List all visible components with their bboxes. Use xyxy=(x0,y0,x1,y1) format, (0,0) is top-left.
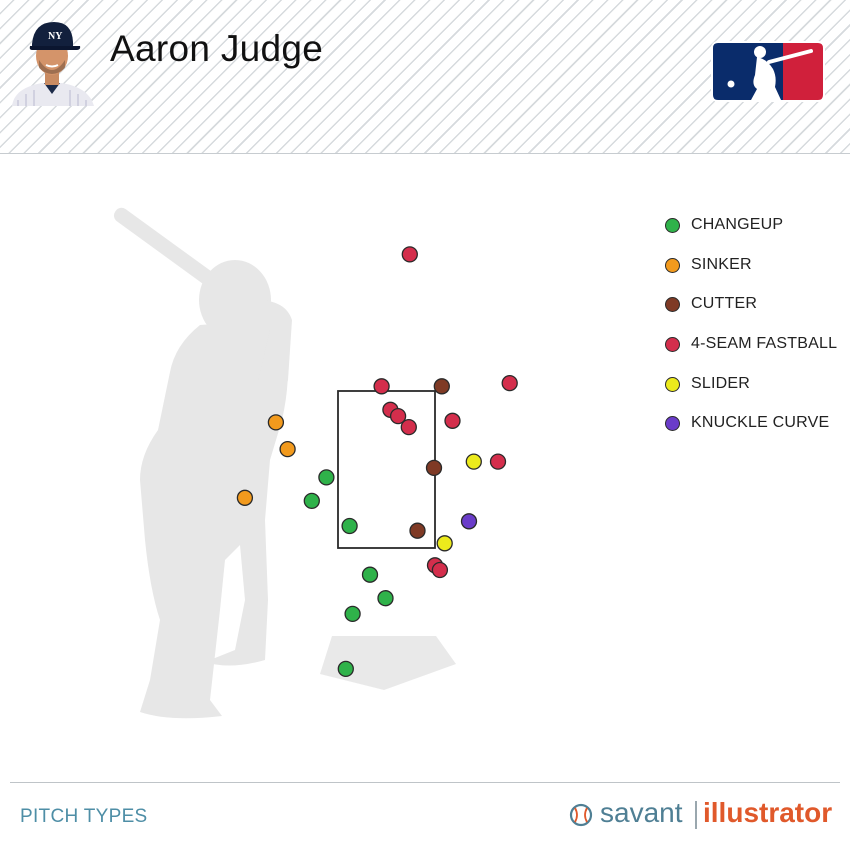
pitch-point xyxy=(267,414,285,431)
savant-illustrator-brand: savant illustrator xyxy=(566,795,842,833)
brand-illustrator: illustrator xyxy=(703,797,833,828)
footer-label: PITCH TYPES xyxy=(20,806,148,827)
pitch-point xyxy=(436,535,453,552)
pitch-point xyxy=(341,517,358,535)
pitch-point xyxy=(318,469,335,486)
pitch-point xyxy=(431,561,449,579)
pitch-point xyxy=(400,418,417,436)
legend-label: SLIDER xyxy=(691,374,750,392)
brand-separator xyxy=(695,801,697,829)
legend-swatch xyxy=(665,218,680,233)
pitch-point xyxy=(501,374,518,392)
legend-item: CUTTER xyxy=(665,293,845,333)
pitch-point xyxy=(377,590,394,607)
legend-swatch xyxy=(665,416,680,432)
pitch-point xyxy=(361,566,379,583)
batter-silhouette xyxy=(113,207,292,719)
pitch-point xyxy=(236,489,254,506)
legend-label: 4-SEAM FASTBALL xyxy=(691,335,838,353)
legend-swatch xyxy=(665,257,680,273)
baseball-icon xyxy=(569,803,593,827)
legend-swatch xyxy=(665,297,680,313)
legend-item: KNUCKLE CURVE xyxy=(665,412,845,452)
pitch-point xyxy=(465,453,482,470)
pitch-point xyxy=(373,378,390,395)
pitch-point xyxy=(433,378,450,395)
pitch-point xyxy=(337,660,354,678)
legend-label: SINKER xyxy=(691,255,752,273)
legend-label: KNUCKLE CURVE xyxy=(691,414,830,432)
pitch-point xyxy=(401,246,418,263)
player-name: Aaron Judge xyxy=(110,28,324,69)
player-headshot: NY xyxy=(12,22,94,106)
legend-item: CHANGEUP xyxy=(665,214,845,254)
brand-savant: savant xyxy=(600,797,683,828)
legend-swatch xyxy=(665,337,680,353)
pitch-point xyxy=(279,440,296,458)
legend-label: CUTTER xyxy=(691,295,758,313)
pitch-point xyxy=(489,453,507,470)
svg-text:NY: NY xyxy=(48,31,63,42)
footer-divider xyxy=(10,782,840,783)
pitch-point xyxy=(389,407,407,425)
pitch-point xyxy=(409,522,426,539)
pitch-point xyxy=(303,492,320,510)
header-banner: NY Aaron Judge xyxy=(0,0,850,154)
legend: CHANGEUP SINKER CUTTER 4-SEAM FASTBALL SLIDE… xyxy=(665,214,845,452)
pitch-point xyxy=(344,605,361,623)
legend-item: SINKER xyxy=(665,254,845,294)
legend-item: SLIDER xyxy=(665,373,845,413)
mlb-logo-icon xyxy=(711,41,825,102)
pitch-point xyxy=(444,412,461,429)
pitch-point xyxy=(460,513,478,530)
legend-label: CHANGEUP xyxy=(691,216,784,233)
pitch-points xyxy=(236,246,518,678)
legend-item: 4-SEAM FASTBALL xyxy=(665,333,845,373)
pitch-point xyxy=(425,459,443,477)
home-plate xyxy=(320,636,456,690)
legend-swatch xyxy=(665,376,680,392)
